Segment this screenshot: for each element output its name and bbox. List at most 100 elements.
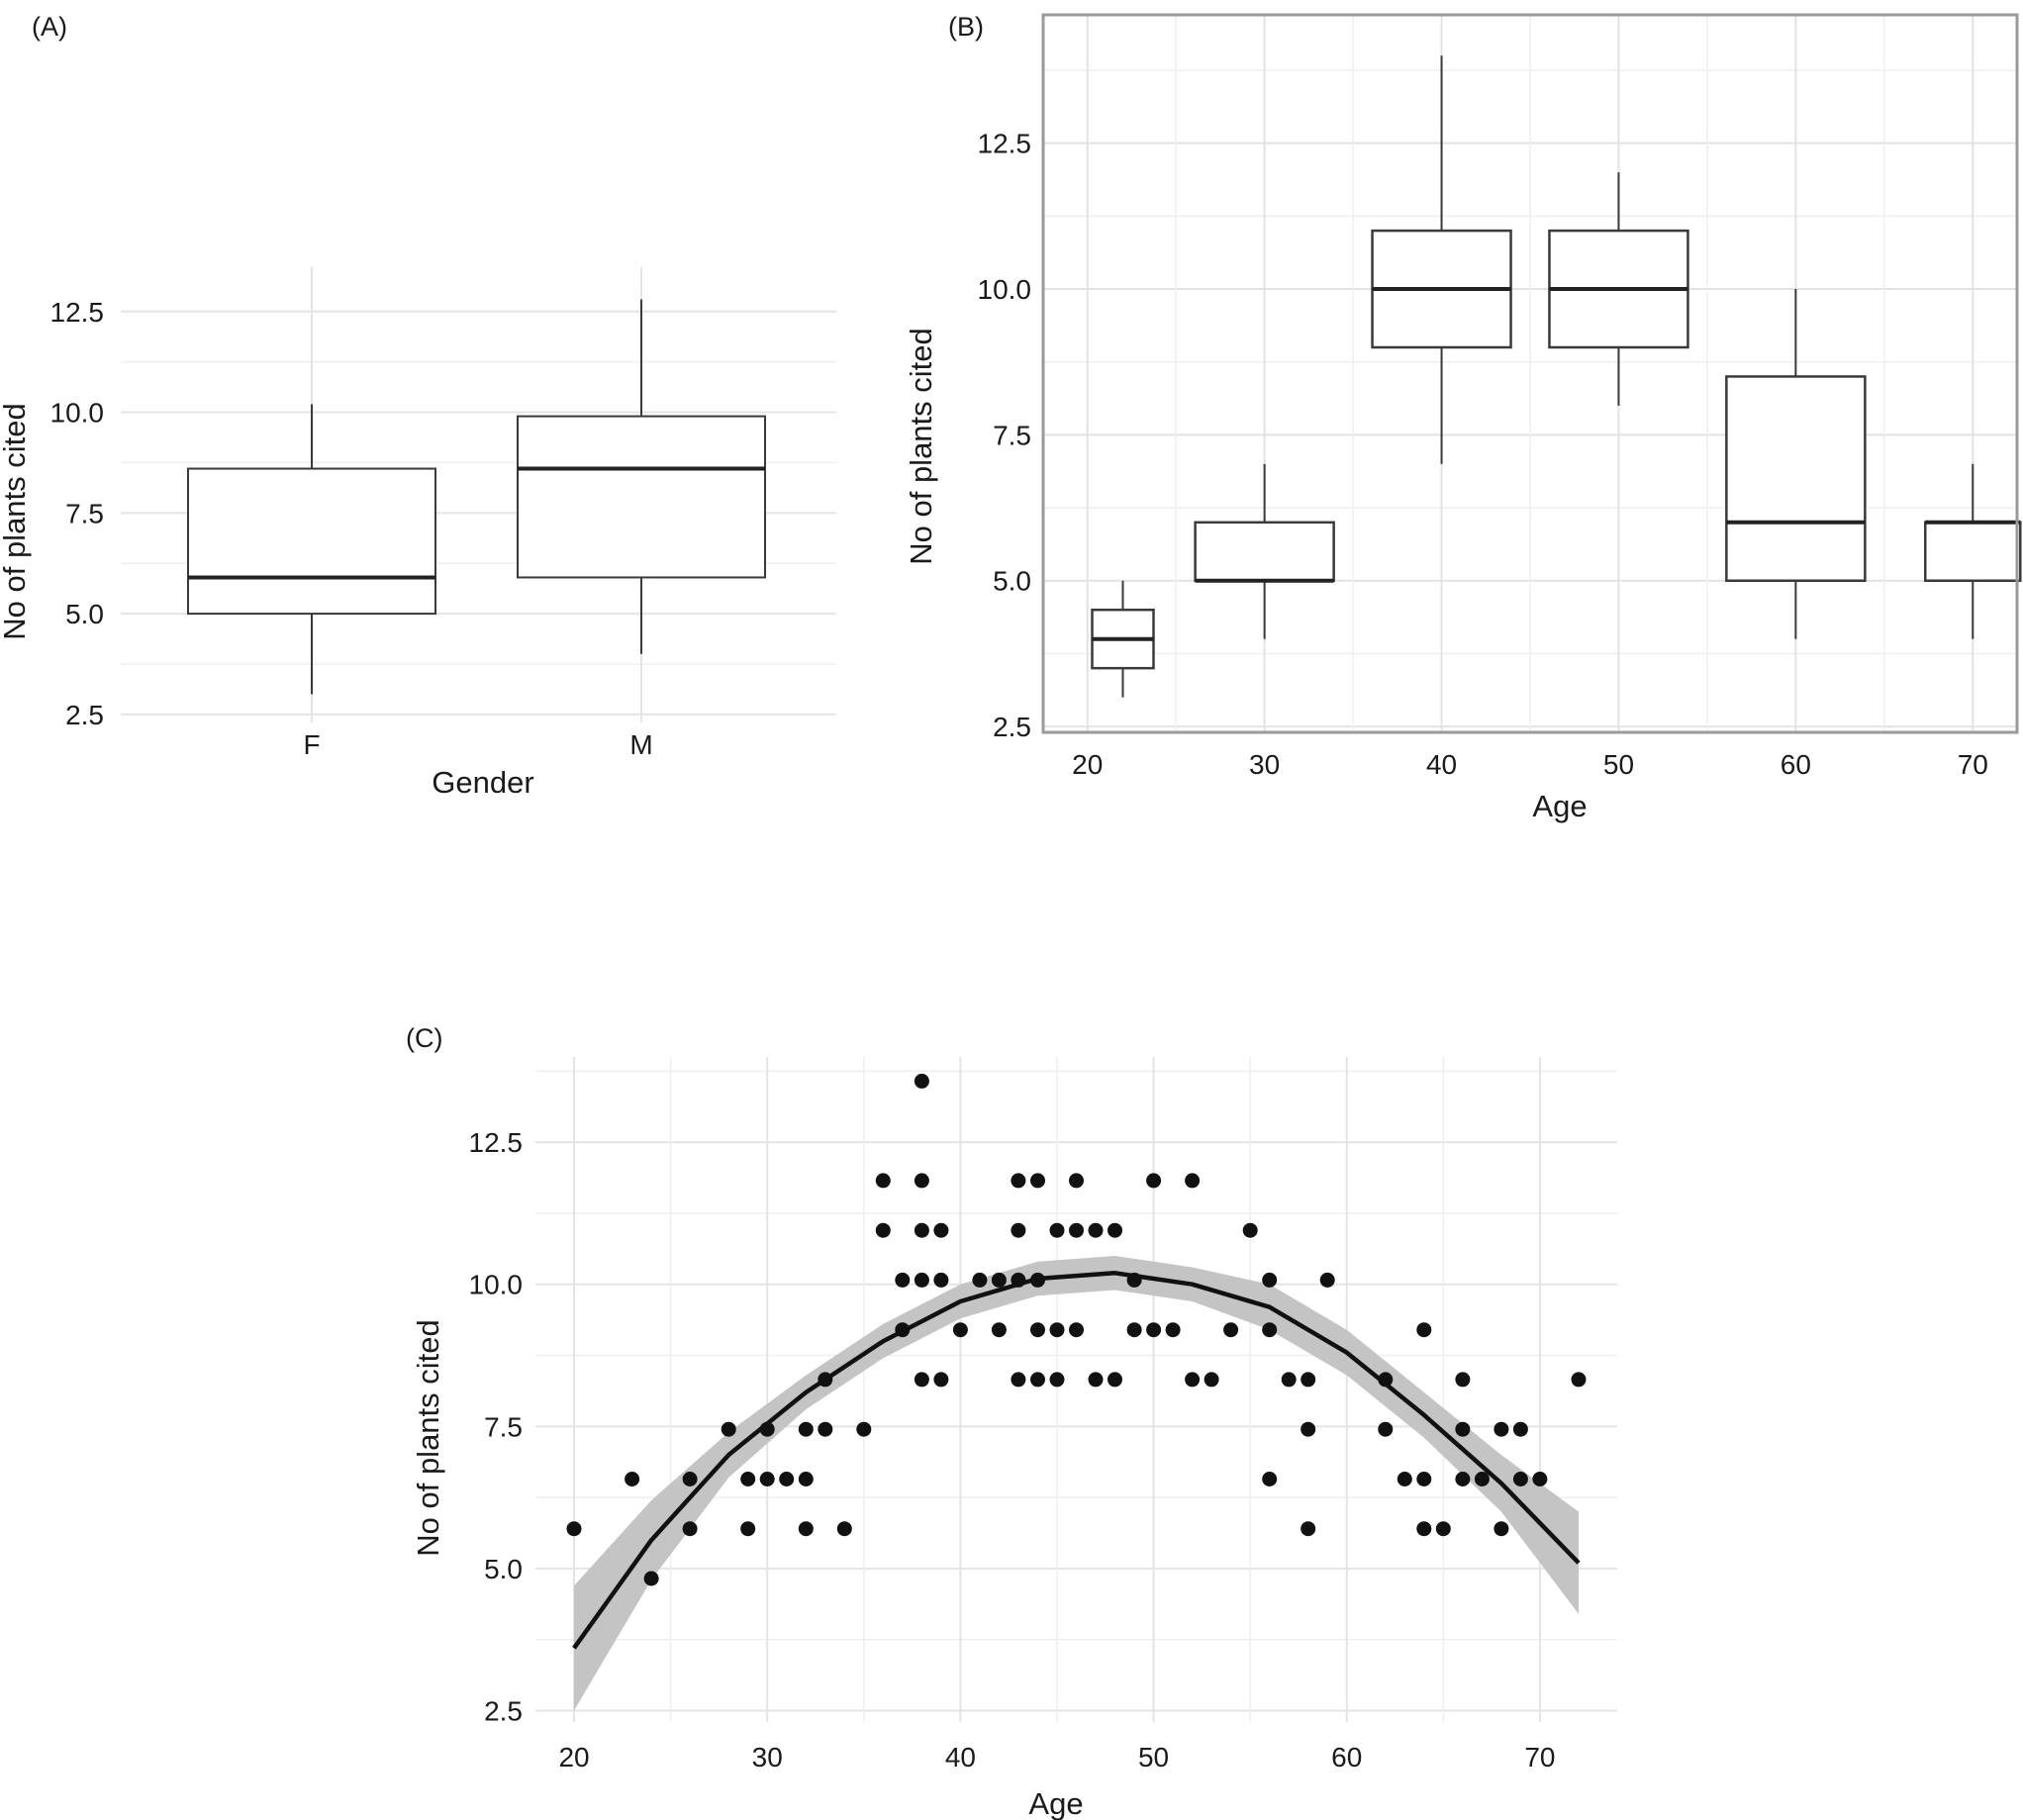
scatter-point <box>1435 1521 1451 1537</box>
scatter-point <box>933 1372 949 1388</box>
panel-b-xtick: 50 <box>1603 749 1634 780</box>
panel-c-confidence-band <box>574 1256 1579 1711</box>
scatter-point <box>1281 1372 1297 1388</box>
scatter-point <box>914 1222 929 1238</box>
box-m <box>517 299 766 654</box>
panel-a-x-axis-title: Gender <box>432 765 533 800</box>
box-body <box>1924 521 2022 582</box>
scatter-point <box>1011 1372 1026 1388</box>
panel-c-xtick: 70 <box>1524 1742 1555 1772</box>
panel-c-ytick: 2.5 <box>484 1696 523 1727</box>
panel-c-ytick: 12.5 <box>469 1127 524 1158</box>
scatter-point <box>972 1272 988 1288</box>
scatter-point <box>1185 1173 1201 1189</box>
scatter-point <box>1165 1322 1181 1338</box>
box-age-20 <box>1091 580 1155 698</box>
panel-b-boxes <box>1091 55 2022 698</box>
scatter-point <box>1204 1372 1219 1388</box>
panel-a-boxes <box>187 299 766 695</box>
panel-c-grid <box>535 1057 1617 1722</box>
scatter-point <box>1069 1173 1084 1189</box>
scatter-point <box>1300 1421 1316 1437</box>
panel-a-ytick: 5.0 <box>65 599 104 629</box>
scatter-point <box>1262 1322 1278 1338</box>
panel-a-ytick: 10.0 <box>50 398 105 429</box>
scatter-point <box>1108 1372 1122 1388</box>
scatter-point <box>1532 1472 1548 1486</box>
panel-b-ytick: 7.5 <box>993 420 1031 450</box>
panel-a: (A) 2.5 5.0 7.5 10.0 12.5 F M Gender No … <box>0 12 836 800</box>
panel-b-ytick: 5.0 <box>993 566 1031 597</box>
scatter-point <box>1049 1222 1065 1238</box>
scatter-point <box>1146 1173 1162 1189</box>
box-body <box>1194 521 1335 582</box>
panel-a-ytick: 2.5 <box>65 700 104 730</box>
panel-c-x-axis-title: Age <box>1028 1786 1083 1820</box>
scatter-point <box>798 1521 814 1537</box>
scatter-point <box>682 1472 698 1486</box>
scatter-point <box>952 1322 968 1338</box>
scatter-point <box>818 1421 833 1437</box>
panel-c-xtick: 30 <box>752 1742 783 1772</box>
scatter-point <box>779 1472 795 1486</box>
panel-b-xtick: 60 <box>1781 749 1811 780</box>
panel-c-y-ticks: 2.5 5.0 7.5 10.0 12.5 <box>469 1127 524 1726</box>
scatter-point <box>721 1421 736 1437</box>
panel-b-ytick: 10.0 <box>978 274 1032 305</box>
scatter-point <box>1512 1472 1528 1486</box>
scatter-point <box>933 1222 949 1238</box>
box-body <box>517 415 766 579</box>
box-age-70 <box>1924 463 2022 639</box>
panel-c-y-axis-title: No of plants cited <box>411 1319 445 1557</box>
scatter-point <box>1126 1322 1142 1338</box>
scatter-point <box>798 1472 814 1486</box>
scatter-point <box>991 1322 1007 1338</box>
panel-b-xtick: 30 <box>1249 749 1280 780</box>
scatter-point <box>1474 1472 1490 1486</box>
scatter-point <box>1300 1521 1316 1537</box>
panel-b-tag: (B) <box>948 12 984 42</box>
scatter-point <box>1571 1372 1587 1388</box>
scatter-point <box>740 1472 756 1486</box>
scatter-point <box>1242 1222 1258 1238</box>
panel-c-ytick: 5.0 <box>484 1554 523 1584</box>
scatter-point <box>1262 1472 1278 1486</box>
scatter-point <box>759 1472 775 1486</box>
panel-c-ytick: 10.0 <box>469 1270 524 1300</box>
panel-c: (C) 2.5 5.0 7.5 10.0 12.5 20 30 40 50 60… <box>406 1023 1617 1820</box>
scatter-point <box>1493 1421 1509 1437</box>
scatter-point <box>914 1272 929 1288</box>
scatter-point <box>682 1521 698 1537</box>
scatter-point <box>1030 1322 1045 1338</box>
panel-a-ytick: 12.5 <box>50 297 105 328</box>
scatter-point <box>1049 1372 1065 1388</box>
scatter-point <box>1185 1372 1201 1388</box>
scatter-point <box>875 1222 891 1238</box>
box-body <box>1725 375 1867 582</box>
panel-b-xtick: 20 <box>1072 749 1103 780</box>
box-age-60 <box>1725 289 1867 639</box>
scatter-point <box>740 1521 756 1537</box>
scatter-point <box>1262 1272 1278 1288</box>
scatter-point <box>914 1372 929 1388</box>
panel-c-xtick: 60 <box>1331 1742 1362 1772</box>
panel-b-x-ticks: 20 30 40 50 60 70 <box>1072 749 1988 780</box>
scatter-point <box>1108 1222 1122 1238</box>
panel-a-xtick: F <box>303 729 320 760</box>
scatter-point <box>895 1272 911 1288</box>
panel-b-xtick: 40 <box>1426 749 1457 780</box>
panel-c-tag: (C) <box>406 1023 442 1053</box>
scatter-point <box>1030 1173 1045 1189</box>
panel-c-xtick: 20 <box>558 1742 589 1772</box>
panel-c-x-ticks: 20 30 40 50 60 70 <box>558 1742 1555 1772</box>
panel-b-ytick: 12.5 <box>978 129 1032 159</box>
scatter-point <box>643 1571 659 1586</box>
scatter-point <box>1493 1521 1509 1537</box>
scatter-point <box>798 1421 814 1437</box>
scatter-point <box>1416 1521 1432 1537</box>
scatter-point <box>1030 1372 1045 1388</box>
panel-a-y-ticks: 2.5 5.0 7.5 10.0 12.5 <box>50 297 105 730</box>
box-age-40 <box>1371 55 1512 464</box>
scatter-point <box>1069 1322 1084 1338</box>
panel-c-xtick: 40 <box>945 1742 976 1772</box>
